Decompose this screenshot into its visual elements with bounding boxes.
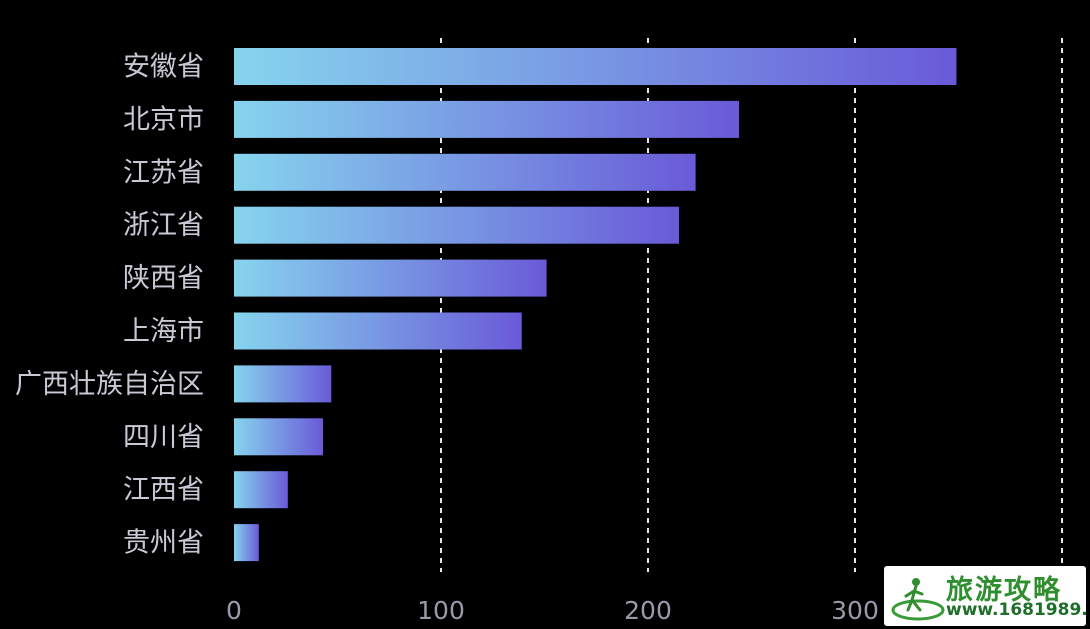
bar [234,153,696,191]
bar [234,312,522,350]
bar [234,524,259,562]
watermark-title: 旅游攻略 [946,575,1062,606]
gridlines [440,38,1063,572]
category-label: 四川省 [123,422,204,453]
bar [234,471,288,509]
category-label: 广西壮族自治区 [15,369,204,400]
category-label: 北京市 [123,104,204,135]
category-label: 江苏省 [123,157,204,188]
traveler-logo-icon [891,578,945,621]
x-tick-label: 200 [624,596,672,625]
category-label: 浙江省 [123,210,204,241]
bars [234,48,957,562]
watermark-badge: 旅游攻略 www.1681989.com [884,566,1086,626]
category-label: 安徽省 [123,52,204,83]
category-label: 上海市 [123,316,204,347]
bar [234,259,547,297]
category-label: 贵州省 [123,528,204,559]
bar [234,365,332,403]
x-tick-label: 100 [417,596,465,625]
watermark-url: www.1681989.com [946,600,1086,620]
bar [234,206,680,244]
bar [234,48,957,85]
category-label: 江西省 [123,475,204,506]
category-label: 陕西省 [123,263,204,294]
x-tick-label: 300 [831,596,879,625]
bar [234,418,324,456]
x-tick-label: 0 [226,596,242,625]
bar [234,100,740,138]
